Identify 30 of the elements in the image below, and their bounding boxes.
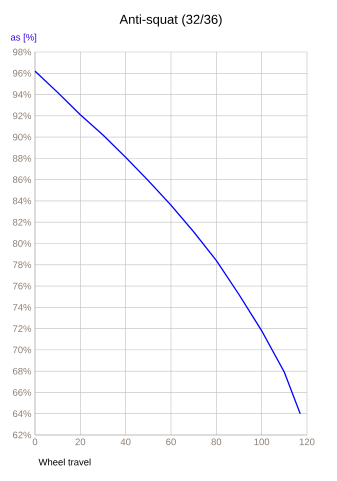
y-tick-label: 90% (12, 134, 32, 140)
x-tick-label: 80 (211, 438, 222, 446)
y-axis-title: as [%] (10, 34, 36, 42)
y-tick-label: 92% (12, 112, 32, 120)
y-tick-label: 98% (12, 48, 32, 56)
y-tick-label: 80% (12, 240, 32, 247)
x-tick-label: 120 (300, 438, 315, 446)
y-tick-label: 86% (12, 176, 32, 184)
y-tick-label: 76% (13, 282, 32, 290)
y-tick-label: 94% (12, 91, 32, 98)
y-tick-label: 84% (12, 198, 32, 204)
y-tick-label: 88% (12, 155, 32, 162)
x-tick-label: 40 (120, 438, 131, 446)
y-tick-label: 72% (13, 325, 32, 332)
y-tick-label: 78% (13, 261, 32, 268)
y-tick-label: 96% (12, 70, 32, 77)
chart-title: Anti-squat (32/36) (120, 14, 222, 26)
y-tick-label: 62% (13, 432, 32, 438)
y-tick-label: 70% (13, 346, 32, 354)
y-tick-label: 82% (12, 218, 32, 226)
y-tick-label: 64% (13, 410, 32, 418)
x-tick-label: 60 (166, 438, 176, 446)
x-tick-label: 100 (254, 438, 270, 446)
x-axis-title: Wheel travel (38, 458, 90, 466)
y-tick-label: 74% (13, 304, 32, 311)
x-tick-label: 0 (32, 438, 38, 446)
x-tick-label: 20 (76, 438, 86, 446)
line-series (34, 70, 301, 414)
y-tick-label: 66% (13, 389, 32, 396)
y-tick-label: 68% (13, 368, 32, 375)
